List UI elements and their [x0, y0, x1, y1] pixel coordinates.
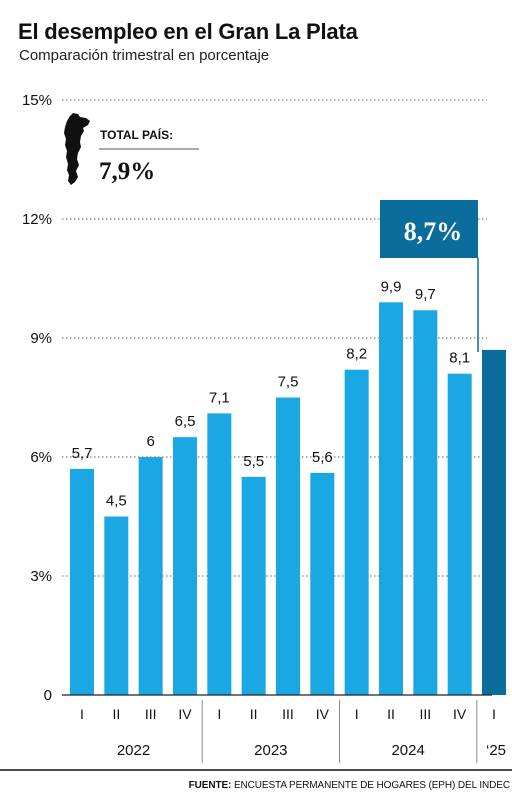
- bar-value-label: 7,1: [209, 389, 230, 406]
- x-tick-label: II: [250, 706, 258, 722]
- x-tick-label: I: [80, 706, 84, 722]
- y-tick-label: 15%: [22, 92, 52, 109]
- bar: [70, 468, 94, 695]
- highlight-box: [380, 200, 478, 258]
- y-tick-label: 6%: [30, 449, 52, 466]
- bar: [276, 397, 300, 695]
- bar: [104, 516, 129, 695]
- bar-value-labels: 5,7 4,5 6 6,5 7,1 5,5 7,5 5,6 8,2 9,9 9,7 8,1: [72, 278, 471, 509]
- x-tick-label: IV: [453, 706, 467, 722]
- bar-value-label: 6,5: [175, 413, 196, 430]
- bar-value-label: 7,5: [278, 374, 299, 391]
- x-tick-label: II: [387, 706, 395, 722]
- bar: [482, 349, 506, 695]
- chart-title: El desempleo en el Gran La Plata: [18, 19, 358, 44]
- chart-subtitle: Comparación trimestral en porcentaje: [19, 47, 270, 64]
- bar-value-label: 8,1: [449, 350, 470, 367]
- bars: [70, 302, 506, 695]
- source-prefix: FUENTE:: [188, 780, 232, 791]
- year-label: 2024: [391, 742, 424, 759]
- bar: [241, 476, 266, 695]
- bar-value-label: 5,6: [312, 449, 333, 466]
- national-total-box: TOTAL PAÍS: 7,9%: [64, 113, 199, 185]
- x-tick-label: I: [355, 706, 359, 722]
- bar: [344, 369, 369, 695]
- x-tick-label: IV: [316, 706, 330, 722]
- year-label: ‘25: [486, 742, 506, 759]
- y-tick-label: 0: [44, 687, 52, 704]
- y-tick-label: 9%: [30, 330, 52, 347]
- x-tick-label: II: [112, 706, 120, 722]
- x-tick-label: IV: [178, 706, 192, 722]
- bar: [173, 437, 197, 695]
- year-label: 2022: [117, 742, 150, 759]
- national-total-value: 7,9%: [99, 158, 155, 185]
- bar: [310, 472, 335, 695]
- source-text: ENCUESTA PERMANENTE DE HOGARES (EPH) DEL…: [233, 780, 510, 791]
- bar-value-label: 5,5: [243, 453, 264, 470]
- highlight-value: 8,7%: [404, 217, 463, 246]
- bar-value-label: 4,5: [106, 493, 127, 510]
- bar-value-label: 5,7: [72, 445, 93, 462]
- y-axis-ticks: 0 3% 6% 9% 12% 15%: [22, 92, 52, 704]
- y-tick-label: 12%: [22, 211, 52, 228]
- bar: [413, 310, 438, 695]
- bar: [138, 457, 163, 695]
- gridlines: [62, 99, 487, 577]
- bar: [379, 302, 403, 695]
- x-tick-label: III: [145, 706, 157, 722]
- source-note: FUENTE: ENCUESTA PERMANENTE DE HOGARES (…: [189, 780, 510, 791]
- y-tick-label: 3%: [30, 568, 52, 585]
- bar-value-label: 9,7: [415, 286, 436, 303]
- year-label: 2023: [254, 742, 287, 759]
- bar: [447, 373, 472, 695]
- bar-value-label: 8,2: [346, 346, 367, 363]
- x-tick-label: III: [419, 706, 431, 722]
- highlight-callout: 8,7%: [380, 200, 479, 352]
- x-tick-label: I: [492, 706, 496, 722]
- x-tick-label: I: [217, 706, 221, 722]
- bar-value-label: 9,9: [381, 278, 402, 295]
- argentina-map-icon: [64, 113, 90, 185]
- bar: [207, 413, 232, 695]
- x-tick-label: III: [282, 706, 294, 722]
- bar-value-label: 6: [146, 433, 154, 450]
- national-total-label: TOTAL PAÍS:: [100, 127, 173, 142]
